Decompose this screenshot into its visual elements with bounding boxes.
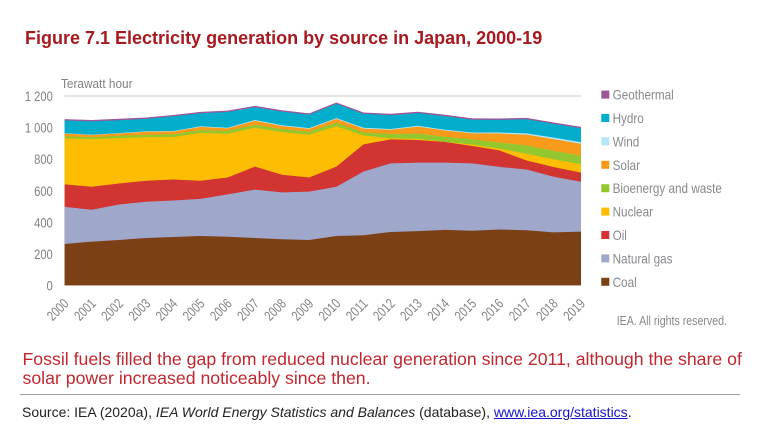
svg-text:400: 400 [34,214,53,230]
svg-text:2010: 2010 [315,295,343,323]
svg-text:2012: 2012 [370,295,398,323]
svg-text:Oil: Oil [613,228,627,243]
svg-text:2001: 2001 [71,295,99,323]
svg-text:800: 800 [34,151,53,167]
svg-text:0: 0 [47,278,53,294]
svg-text:600: 600 [34,183,53,199]
svg-text:2007: 2007 [234,295,262,323]
svg-text:2006: 2006 [207,295,235,323]
svg-text:2011: 2011 [342,295,370,323]
svg-text:2017: 2017 [505,295,533,323]
svg-text:Bioenergy and waste: Bioenergy and waste [613,181,722,196]
svg-text:2014: 2014 [424,295,452,323]
svg-text:2008: 2008 [261,295,289,323]
svg-text:Nuclear: Nuclear [613,205,654,220]
svg-text:Coal: Coal [613,275,637,290]
svg-text:2013: 2013 [397,295,425,323]
svg-text:Natural gas: Natural gas [613,251,673,266]
svg-text:IEA. All rights reserved.: IEA. All rights reserved. [617,313,727,328]
svg-text:1 000: 1 000 [25,120,53,136]
svg-text:Terawatt hour: Terawatt hour [61,76,133,91]
svg-text:2000: 2000 [43,295,71,323]
svg-text:Wind: Wind [613,134,640,149]
svg-text:2003: 2003 [125,295,153,323]
svg-text:2005: 2005 [179,295,207,323]
svg-text:Geothermal: Geothermal [613,88,674,103]
svg-text:2019: 2019 [560,295,588,323]
svg-text:2018: 2018 [533,295,561,323]
svg-text:1 200: 1 200 [25,88,53,104]
svg-text:2004: 2004 [152,295,180,323]
svg-text:Hydro: Hydro [613,111,645,126]
svg-text:2015: 2015 [451,295,479,323]
svg-text:2002: 2002 [98,295,126,323]
svg-text:2009: 2009 [288,295,316,323]
svg-text:Solar: Solar [613,158,641,173]
svg-text:200: 200 [34,246,53,262]
svg-text:2016: 2016 [478,295,506,323]
